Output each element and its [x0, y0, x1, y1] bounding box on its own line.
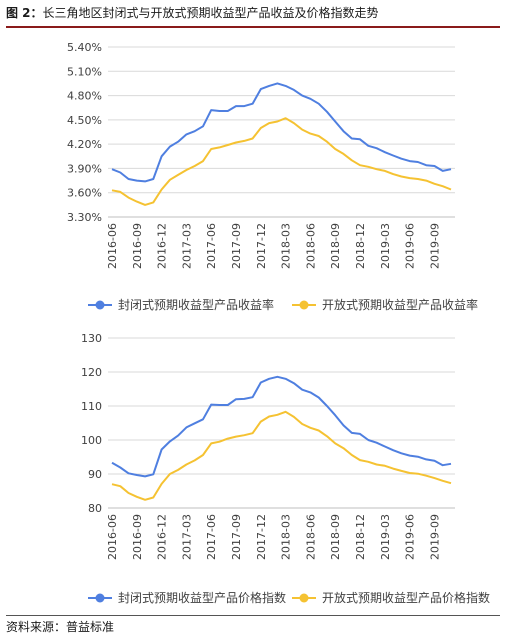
- x-tick-label: 2019-09: [428, 514, 441, 560]
- x-tick-label: 2016-06: [106, 514, 119, 560]
- x-tick-label: 2017-03: [180, 514, 193, 560]
- x-tick-label: 2018-12: [354, 223, 367, 269]
- x-tick-label: 2017-03: [180, 223, 193, 269]
- title-rule: [6, 26, 500, 28]
- x-tick-label: 2018-06: [304, 223, 317, 269]
- x-tick-label: 2016-06: [106, 223, 119, 269]
- x-tick-label: 2019-03: [379, 514, 392, 560]
- y-tick-label: 4.50%: [67, 114, 102, 127]
- y-tick-label: 100: [81, 434, 102, 447]
- x-tick-label: 2019-06: [404, 223, 417, 269]
- x-tick-label: 2016-09: [131, 514, 144, 560]
- source-note: 资料来源：普益标准: [6, 620, 115, 634]
- x-tick-label: 2018-03: [280, 514, 293, 560]
- y-tick-label: 3.30%: [67, 211, 102, 224]
- legend-swatch-marker: [95, 300, 105, 310]
- series-line-2: [111, 117, 452, 206]
- figure-title-text: 长三角地区封闭式与开放式预期收益型产品收益及价格指数走势: [42, 6, 379, 20]
- price-index-chart: 80 90 100 110 120 130 2016-06 2016-09 2016-12 201…: [81, 332, 490, 605]
- x-tick-label: 2017-06: [205, 514, 218, 560]
- legend-label: 封闭式预期收益型产品价格指数: [118, 590, 286, 605]
- x-tick-label: 2016-12: [156, 223, 169, 269]
- series-line-1: [111, 82, 452, 183]
- x-tick-label: 2018-09: [329, 514, 342, 560]
- y-tick-label: 110: [81, 400, 102, 413]
- y-tick-label: 3.60%: [67, 187, 102, 200]
- legend-swatch-marker: [299, 593, 309, 603]
- series-line-2: [111, 410, 452, 501]
- legend-label: 开放式预期收益型产品价格指数: [322, 590, 490, 605]
- x-tick-label: 2018-12: [354, 514, 367, 560]
- legend-label: 开放式预期收益型产品收益率: [322, 297, 478, 312]
- x-tick-label: 2017-06: [205, 223, 218, 269]
- x-tick-label: 2017-09: [230, 514, 243, 560]
- x-tick-label: 2018-06: [304, 514, 317, 560]
- y-tick-label: 3.90%: [67, 162, 102, 175]
- y-tick-label: 120: [81, 366, 102, 379]
- y-tick-label: 130: [81, 332, 102, 345]
- legend-swatch-marker: [299, 300, 309, 310]
- legend-swatch-marker: [95, 593, 105, 603]
- y-tick-label: 5.10%: [67, 65, 102, 78]
- figure-title: 图 2：长三角地区封闭式与开放式预期收益型产品收益及价格指数走势: [6, 2, 500, 24]
- x-tick-label: 2016-09: [131, 223, 144, 269]
- legend-label: 封闭式预期收益型产品收益率: [118, 297, 274, 312]
- series-line-1: [111, 375, 452, 478]
- yield-chart: 3.30% 3.60% 3.90% 4.20% 4.50% 4.80% 5.10% 5.40%…: [67, 41, 478, 312]
- x-tick-label: 2018-09: [329, 223, 342, 269]
- figure-number: 图 2：: [6, 6, 43, 20]
- y-tick-label: 90: [88, 468, 102, 481]
- x-tick-label: 2017-12: [255, 514, 268, 560]
- y-tick-label: 5.40%: [67, 41, 102, 54]
- source-rule: [6, 615, 500, 616]
- y-tick-label: 80: [88, 502, 102, 515]
- x-tick-label: 2019-03: [379, 223, 392, 269]
- x-tick-label: 2019-09: [428, 223, 441, 269]
- x-tick-label: 2018-03: [280, 223, 293, 269]
- y-tick-label: 4.80%: [67, 90, 102, 103]
- x-tick-label: 2016-12: [156, 514, 169, 560]
- x-tick-label: 2017-12: [255, 223, 268, 269]
- x-tick-label: 2019-06: [404, 514, 417, 560]
- x-tick-label: 2017-09: [230, 223, 243, 269]
- y-tick-label: 4.20%: [67, 138, 102, 151]
